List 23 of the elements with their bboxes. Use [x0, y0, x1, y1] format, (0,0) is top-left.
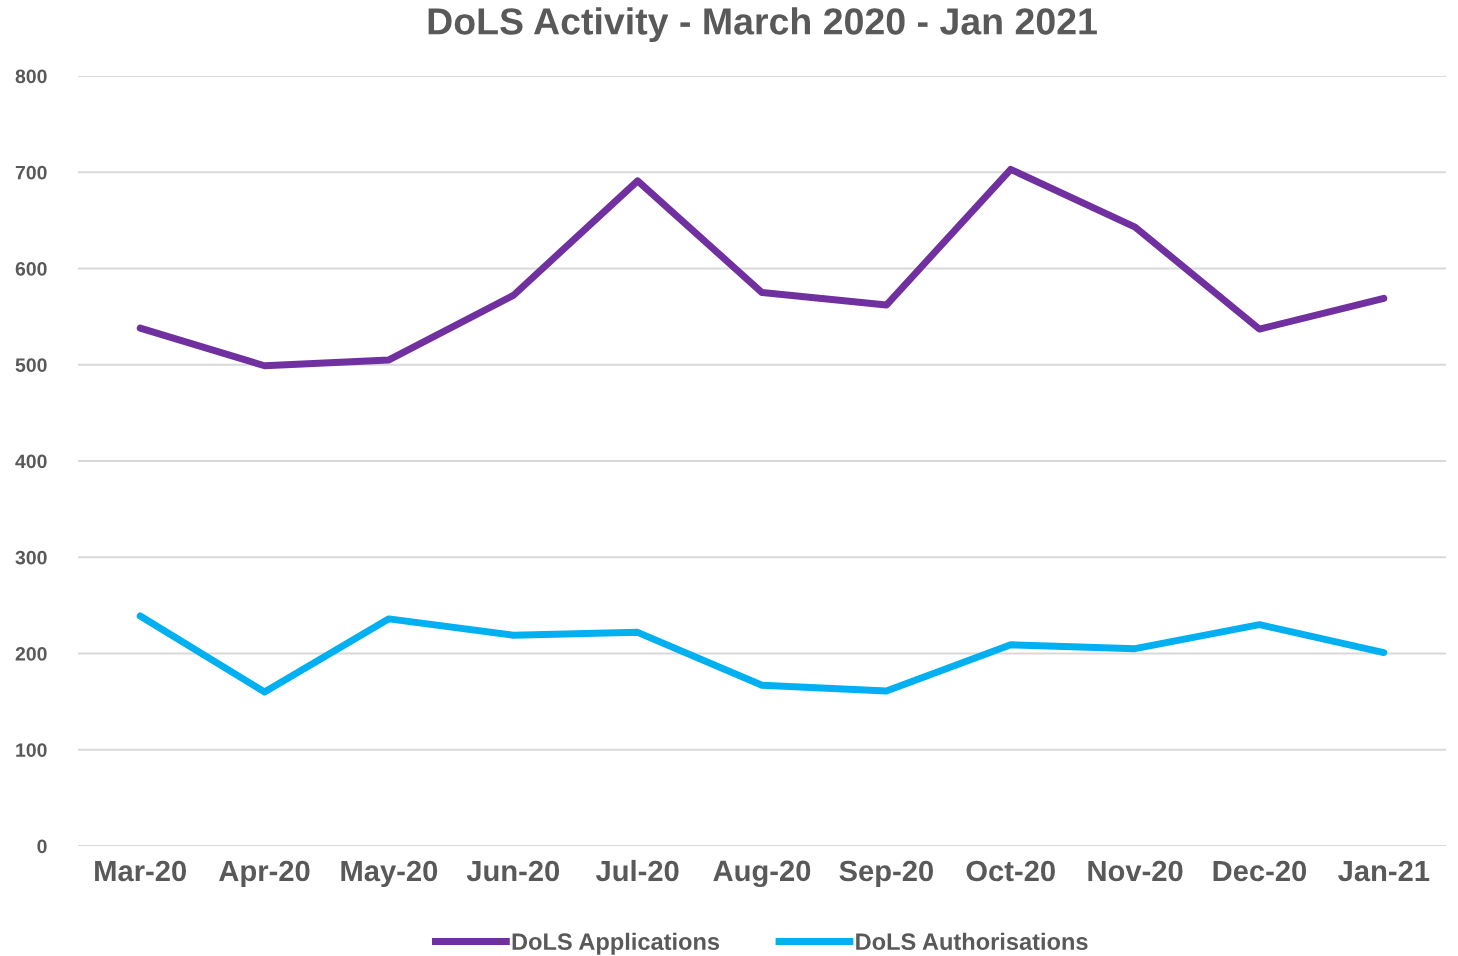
x-tick-label: Jan-21 [1338, 860, 1430, 882]
x-tick-label: Mar-20 [95, 860, 186, 882]
x-tick-label: Nov-20 [1088, 860, 1183, 882]
x-tick-label: Jul-20 [595, 859, 679, 882]
y-tick-label: 600 [15, 261, 47, 276]
x-tick-label: Jun-20 [466, 860, 560, 882]
x-tick-label: Aug-20 [713, 860, 811, 888]
y-tick-label: 400 [15, 454, 47, 469]
y-tick-label: 500 [15, 358, 47, 372]
y-tick-label: 300 [15, 550, 47, 565]
x-tick-label: Dec-20 [1213, 860, 1307, 882]
chart-title: DoLS Activity - March 2020 - Jan 2021 [428, 7, 1097, 43]
y-tick-label: 100 [16, 743, 47, 757]
y-tick-label: 700 [15, 165, 47, 180]
x-tick-label: Oct-20 [966, 860, 1055, 882]
y-tick-label: 200 [15, 646, 47, 661]
legend-label: DoLS Authorisations [856, 932, 1088, 951]
x-tick-label: Apr-20 [219, 860, 310, 888]
x-tick-label: May-20 [341, 860, 438, 888]
y-tick-label: 800 [15, 69, 47, 84]
x-tick-label: Sep-20 [839, 860, 933, 888]
y-tick-label: 0 [37, 839, 47, 854]
legend-label: DoLS Applications [512, 932, 720, 955]
